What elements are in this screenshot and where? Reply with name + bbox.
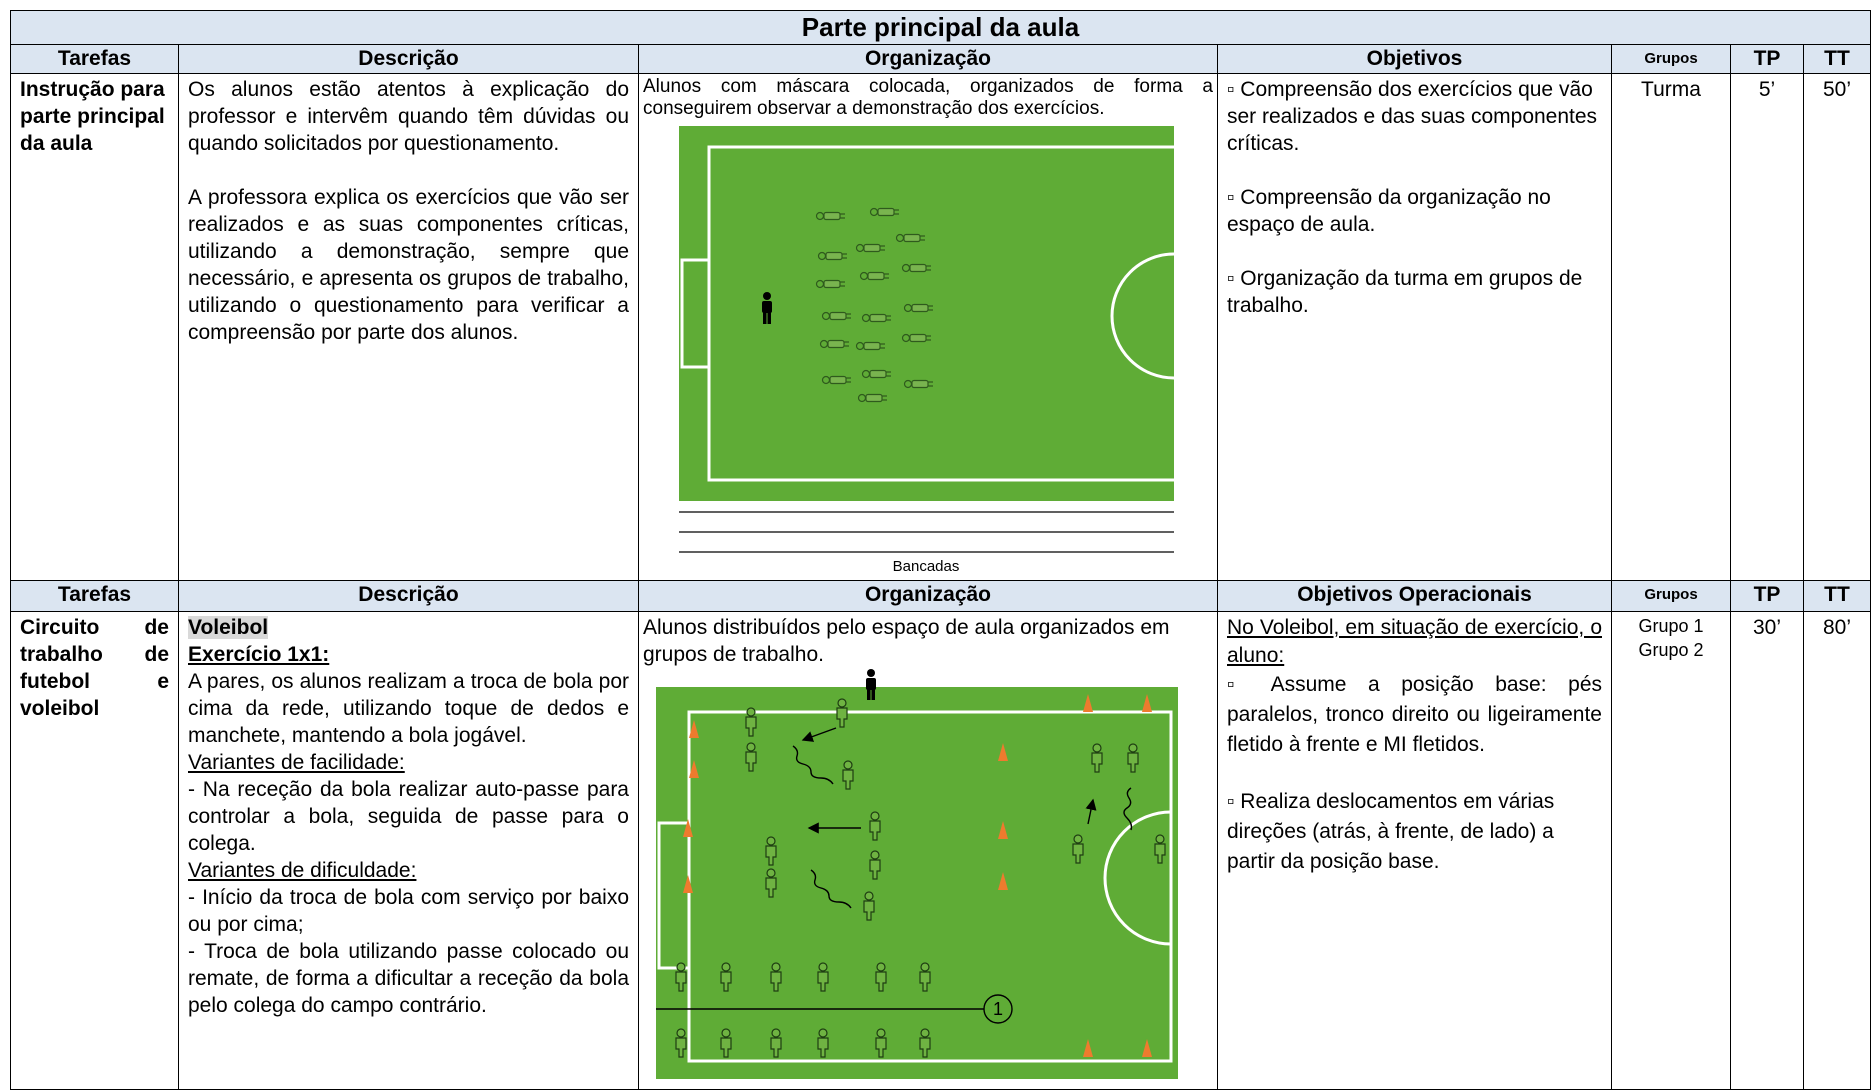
tt: 80’ (1822, 616, 1852, 639)
objective: ▫ Compreensão dos exercícios que vão ser… (1227, 78, 1598, 155)
diagram-label: 1 (993, 999, 1003, 1019)
task-cell: Instrução para parte principal da aula (10, 73, 179, 581)
tt-cell: 80’ (1803, 611, 1871, 1090)
objectives-cell: ▫ Compreensão dos exercícios que vão ser… (1217, 73, 1612, 581)
field (679, 126, 1174, 501)
teacher (762, 292, 772, 324)
tp-cell: 5’ (1730, 73, 1804, 581)
variant-heading: Variantes de facilidade: (188, 751, 405, 774)
column-header: Descrição (178, 44, 639, 74)
organization-text: Alunos com máscara colocada, organizados… (643, 76, 1213, 119)
tt-cell: 50’ (1803, 73, 1871, 581)
objectives-heading: No Voleibol, em situação de exercício, o… (1227, 616, 1602, 667)
task-cell: Circuito de trabalho de futebol e voleib… (10, 611, 179, 1090)
column-header: Grupos (1611, 580, 1731, 612)
field-diagram: Bancadas (679, 126, 1175, 575)
exercise-text: A pares, os alunos realizam a troca de b… (188, 670, 629, 747)
variant-item: - Troca de bola utilizando passe colocad… (188, 940, 629, 1017)
objective: ▫ Realiza deslocamentos em várias direçõ… (1227, 790, 1555, 873)
column-header: Objetivos Operacionais (1217, 580, 1612, 612)
field-lines (680, 145, 1175, 482)
column-header: Grupos (1611, 44, 1731, 74)
column-header: Descrição (178, 580, 639, 612)
column-header: TT (1803, 580, 1871, 612)
groups-cell: Turma (1611, 73, 1731, 581)
body-row: Circuito de trabalho de futebol e voleib… (10, 611, 1871, 1090)
description-cell: Os alunos estão atentos à explicação do … (178, 73, 639, 581)
diagram-label: Bancadas (893, 558, 960, 575)
sport: Voleibol (188, 616, 269, 639)
column-header: Tarefas (10, 44, 179, 74)
exercise-title: Exercício 1x1: (188, 643, 330, 666)
variant-heading: Variantes de dificuldade: (188, 859, 417, 882)
tp: 30’ (1752, 616, 1782, 639)
group: Grupo 1 (1638, 616, 1704, 636)
description-paragraph: Os alunos estão atentos à explicação do … (188, 78, 629, 155)
tp-cell: 30’ (1730, 611, 1804, 1090)
organization-cell: Alunos com máscara colocada, organizados… (638, 73, 1218, 581)
groups-cell: Grupo 1 Grupo 2 (1611, 611, 1731, 1090)
column-header: Organização (638, 44, 1218, 74)
header-row: Tarefas Descrição Organização Objetivos … (10, 580, 1871, 612)
title-row: Parte principal da aula (10, 10, 1871, 45)
column-header: Organização (638, 580, 1218, 612)
task: Circuito de trabalho de futebol e voleib… (20, 616, 169, 720)
lesson-table: Parte principal da aula Tarefas Descriçã… (10, 10, 1871, 1090)
column-header: Tarefas (10, 580, 179, 612)
objective: ▫ Organização da turma em grupos de trab… (1227, 267, 1583, 317)
body-row: Instrução para parte principal da aula O… (10, 73, 1871, 581)
objective: ▫ Compreensão da organização no espaço d… (1227, 186, 1551, 236)
organization-text: Alunos distribuídos pelo espaço de aula … (643, 616, 1170, 666)
arrows (656, 727, 1133, 1010)
variant-item: - Início da troca de bola com serviço po… (188, 886, 629, 936)
group: Turma (1641, 78, 1701, 101)
group: Grupo 2 (1638, 640, 1704, 660)
tt: 50’ (1822, 78, 1852, 101)
column-header: TP (1730, 580, 1804, 612)
variant-item: - Na receção da bola realizar auto-passe… (188, 778, 629, 855)
tp: 5’ (1758, 78, 1776, 101)
column-header: Objetivos (1217, 44, 1612, 74)
column-header: TT (1803, 44, 1871, 74)
objective: ▫ Assume a posição base: pés paralelos, … (1227, 673, 1602, 756)
circle-marker (983, 994, 1013, 1024)
description-cell: Voleibol Exercício 1x1: A pares, os alun… (178, 611, 639, 1090)
objectives-cell: No Voleibol, em situação de exercício, o… (1217, 611, 1612, 1090)
organization-cell: Alunos distribuídos pelo espaço de aula … (638, 611, 1218, 1090)
table-title: Parte principal da aula (10, 10, 1871, 45)
description-paragraph: A professora explica os exercícios que v… (188, 186, 629, 344)
task: Instrução para parte principal da aula (20, 78, 165, 155)
stands (679, 511, 1174, 553)
teacher (866, 669, 876, 700)
field (656, 687, 1178, 1079)
field-diagram: 1 (656, 669, 1178, 1079)
column-header: TP (1730, 44, 1804, 74)
header-row: Tarefas Descrição Organização Objetivos … (10, 44, 1871, 74)
